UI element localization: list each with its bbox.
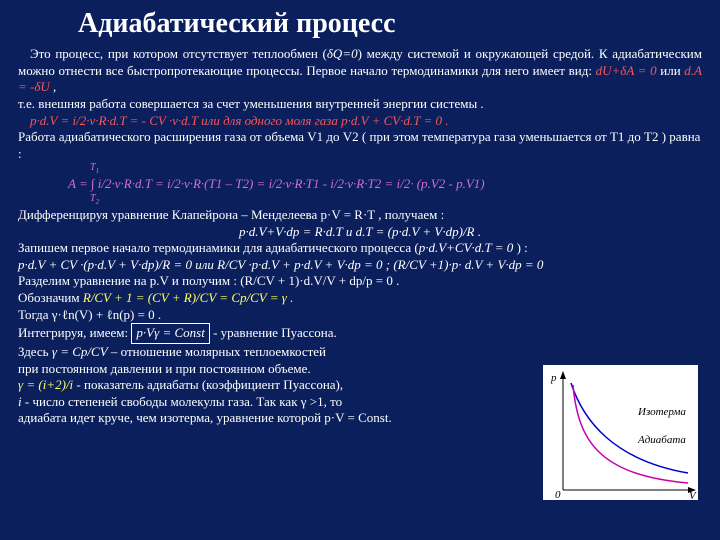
p9a: Интегрируя, имеем: bbox=[18, 325, 131, 340]
pv-diagram: p V 0 Изотерма Адиабата bbox=[543, 365, 698, 500]
para-8: Тогда γ·ℓn(V) + ℓn(p) = 0 . bbox=[18, 307, 702, 324]
para-5: Запишем первое начало термодинамики для … bbox=[18, 240, 702, 257]
p12b: - показатель адиабаты (коэффициент Пуасс… bbox=[73, 377, 343, 392]
p7a: Обозначим bbox=[18, 290, 83, 305]
label-iso: Изотерма bbox=[637, 406, 686, 418]
para-13: i - число степеней свободы молекулы газа… bbox=[18, 394, 538, 411]
y-arrow bbox=[560, 371, 566, 379]
f2-body: A = ∫ i/2·ν·R·d.T = i/2·ν·R·(T1 – T2) = … bbox=[68, 176, 485, 191]
p10b: γ = Cp/CV bbox=[52, 344, 108, 359]
para-14: адиабата идет круче, чем изотерма, уравн… bbox=[18, 410, 538, 427]
para-11: при постоянном давлении и при постоянном… bbox=[18, 361, 538, 378]
para-2: т.е. внешняя работа совершается за счет … bbox=[18, 96, 702, 113]
p10a: Здесь bbox=[18, 344, 52, 359]
para-6: Разделим уравнение на p.V и получим : (R… bbox=[18, 273, 702, 290]
p1d: dU+δA = 0 bbox=[596, 63, 657, 78]
formula-1: p·d.V = i/2·ν·R·d.T = - CV ·ν·d.T или дл… bbox=[18, 113, 702, 130]
label-v: V bbox=[689, 490, 697, 500]
formula-3: p·d.V+V·dp = R·d.T и d.T = (p·d.V + V·dp… bbox=[18, 224, 702, 241]
page-title: Адиабатический процесс bbox=[78, 8, 702, 40]
para-10: Здесь γ = Cp/CV – отношение молярных теп… bbox=[18, 344, 538, 361]
label-0: 0 bbox=[555, 489, 561, 500]
label-p: p bbox=[550, 372, 557, 384]
p1e: или bbox=[657, 63, 685, 78]
formula-4: p·d.V + CV ·(p·d.V + V·dp)/R = 0 или R/C… bbox=[18, 257, 702, 274]
para-3: Работа адиабатического расширения газа о… bbox=[18, 129, 702, 162]
boxed-poisson: p·Vγ = Const bbox=[131, 323, 209, 344]
para-7: Обозначим R/CV + 1 = (CV + R)/CV = Cp/CV… bbox=[18, 290, 702, 307]
para-1: Это процесс, при котором отсутствует теп… bbox=[18, 46, 702, 96]
para-12: γ = (i+2)/i - показатель адиабаты (коэфф… bbox=[18, 377, 538, 394]
formula-2: T1 A = ∫ i/2·ν·R·d.T = i/2·ν·R·(T1 – T2)… bbox=[68, 162, 702, 207]
pv-svg: p V 0 Изотерма Адиабата bbox=[543, 365, 698, 500]
p5c: ) : bbox=[513, 240, 527, 255]
p7b: R/CV + 1 = (CV + R)/CV = Cp/CV = γ . bbox=[83, 290, 294, 305]
label-adia: Адиабата bbox=[637, 434, 686, 446]
int-upper: T1 bbox=[90, 162, 702, 176]
isotherm-curve bbox=[571, 383, 688, 473]
p13b: - число степеней свободы молекулы газа. … bbox=[22, 394, 342, 409]
int-lower: T2 bbox=[90, 193, 702, 207]
p5b: p·d.V+CV·d.T = 0 bbox=[419, 240, 514, 255]
p12a: γ = (i+2)/i bbox=[18, 377, 73, 392]
p1b: δQ=0 bbox=[327, 46, 358, 61]
p5a: Запишем первое начало термодинамики для … bbox=[18, 240, 419, 255]
p1g: , bbox=[50, 79, 57, 94]
para-4: Дифференцируя уравнение Клапейрона – Мен… bbox=[18, 207, 702, 224]
p9c: - уравнение Пуассона. bbox=[210, 325, 337, 340]
p10c: – отношение молярных теплоемкостей bbox=[108, 344, 326, 359]
para-9: Интегрируя, имеем: p·Vγ = Const - уравне… bbox=[18, 323, 702, 344]
p1a: Это процесс, при котором отсутствует теп… bbox=[30, 46, 327, 61]
